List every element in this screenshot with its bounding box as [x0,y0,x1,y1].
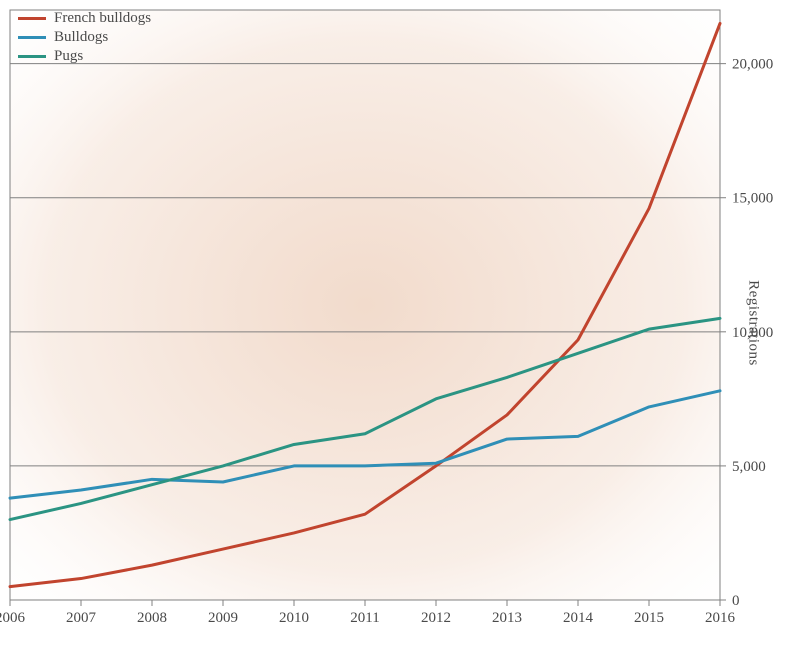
svg-text:2014: 2014 [563,610,594,626]
chart-legend: French bulldogs Bulldogs Pugs [18,10,151,67]
svg-text:2015: 2015 [634,610,664,626]
line-chart: 05,00010,00015,00020,0002006200720082009… [0,0,800,645]
svg-text:2008: 2008 [137,610,167,626]
svg-text:2013: 2013 [492,610,522,626]
svg-text:15,000: 15,000 [732,191,773,207]
legend-swatch [18,17,46,20]
chart-svg: 05,00010,00015,00020,0002006200720082009… [0,0,800,645]
legend-label: Bulldogs [54,29,108,46]
svg-text:2006: 2006 [0,610,26,626]
legend-label: Pugs [54,48,83,65]
legend-item: Bulldogs [18,29,151,46]
legend-swatch [18,36,46,39]
legend-swatch [18,55,46,58]
svg-text:2007: 2007 [66,610,97,626]
svg-text:2009: 2009 [208,610,238,626]
svg-text:0: 0 [732,593,740,609]
legend-item: Pugs [18,48,151,65]
y-axis-title: Registrations [745,280,762,366]
legend-label: French bulldogs [54,10,151,27]
svg-text:2016: 2016 [705,610,736,626]
svg-text:2011: 2011 [350,610,379,626]
svg-text:2010: 2010 [279,610,309,626]
svg-text:2012: 2012 [421,610,451,626]
svg-text:5,000: 5,000 [732,459,766,475]
svg-text:20,000: 20,000 [732,57,773,73]
legend-item: French bulldogs [18,10,151,27]
